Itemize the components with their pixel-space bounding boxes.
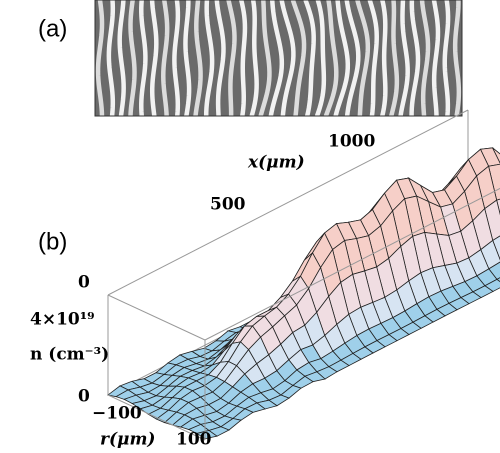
fringe	[249, 0, 259, 117]
fringes	[94, 0, 463, 117]
fringe	[279, 0, 296, 117]
fringe	[239, 0, 248, 117]
fringe	[139, 0, 148, 117]
fringe	[389, 0, 400, 117]
tick-label: 0	[78, 273, 90, 293]
fringe	[367, 0, 379, 117]
fringe	[203, 0, 215, 117]
fringe	[183, 0, 192, 117]
fringe	[323, 0, 339, 117]
fringe	[419, 0, 431, 117]
tick-label: 500	[210, 195, 246, 215]
axis-title: x(μm)	[247, 153, 305, 173]
tick-label: 100	[176, 430, 212, 450]
tick-label: 0	[78, 387, 90, 407]
tick-label: 4×10¹⁹	[30, 310, 95, 330]
fringe	[380, 0, 388, 117]
fringe	[303, 0, 316, 117]
fringe	[193, 0, 203, 117]
axis-title: n (cm⁻³)	[30, 345, 109, 365]
fringe	[95, 0, 105, 117]
fringe	[117, 0, 126, 117]
tick-label: −100	[92, 404, 142, 424]
panel-label: (a)	[38, 15, 67, 42]
box-edge	[204, 187, 500, 341]
fringe	[398, 0, 410, 117]
fringe	[442, 0, 451, 117]
shade	[94, 0, 463, 117]
fringe	[214, 0, 226, 117]
box-edge	[107, 109, 469, 296]
fringe	[161, 0, 170, 117]
density-surface	[107, 147, 500, 440]
fringe	[409, 0, 421, 117]
fringe	[149, 0, 159, 117]
panel-label: (b)	[38, 228, 67, 255]
fringe	[226, 0, 237, 117]
fringe	[431, 0, 441, 117]
fringe	[128, 0, 137, 117]
fringe	[290, 0, 307, 117]
box-edge	[107, 394, 206, 441]
fringe	[355, 0, 371, 117]
box-edge	[107, 294, 206, 341]
fringe	[344, 0, 361, 117]
fringe	[314, 0, 327, 117]
fringe	[333, 0, 351, 117]
fringe	[268, 0, 285, 117]
tick-label: 1000	[328, 132, 375, 152]
fringe	[452, 0, 462, 117]
fringe	[258, 0, 272, 117]
fringe	[172, 0, 181, 117]
axis-title: r(μm)	[100, 430, 155, 450]
box	[107, 187, 500, 441]
fringe	[106, 0, 116, 117]
